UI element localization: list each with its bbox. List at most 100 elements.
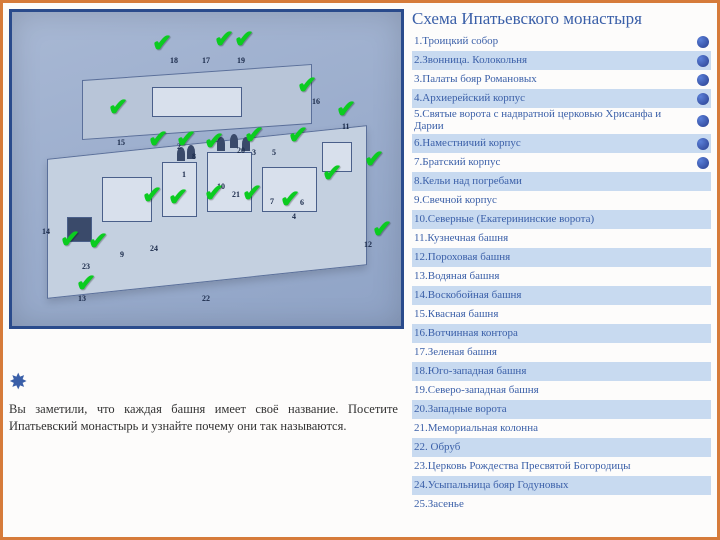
legend-label: 2.Звонница. Колокольня [414, 55, 697, 67]
legend-label: 24.Усыпальница бояр Годуновых [414, 480, 711, 492]
legend-label: 25.Засенье [414, 499, 711, 511]
map-number: 1 [182, 170, 186, 179]
checkmark-icon: ✔ [168, 186, 188, 210]
map-number: 5 [272, 148, 276, 157]
legend-row: 7.Братский корпус [412, 153, 711, 172]
legend-label: 20.Западные ворота [414, 404, 711, 416]
legend-label: 9.Свечной корпус [414, 195, 711, 207]
legend-row: 16.Вотчинная контора [412, 324, 711, 343]
legend-label: 13.Водяная башня [414, 271, 711, 283]
legend-label: 23.Церковь Рождества Пресвятой Богородиц… [414, 461, 711, 473]
checkmark-icon: ✔ [152, 32, 172, 56]
legend-label: 1.Троицкий собор [414, 36, 697, 48]
legend-row: 13.Водяная башня [412, 267, 711, 286]
legend-row: 11.Кузнечная башня [412, 229, 711, 248]
map-number: 17 [202, 56, 210, 65]
legend-row: 19.Северо-западная башня [412, 381, 711, 400]
legend-row: 22. Обруб [412, 438, 711, 457]
checkmark-icon: ✔ [176, 128, 196, 152]
legend-dot-icon [697, 138, 709, 150]
legend-label: 6.Наместничий корпус [414, 138, 697, 150]
legend-row: 24.Усыпальница бояр Годуновых [412, 476, 711, 495]
legend-label: 15.Квасная башня [414, 309, 711, 321]
legend-label: 14.Воскобойная башня [414, 290, 711, 302]
legend-label: 21.Мемориальная колонна [414, 423, 711, 435]
checkmark-icon: ✔ [88, 230, 108, 254]
legend-dot-icon [697, 93, 709, 105]
checkmark-icon: ✔ [76, 272, 96, 296]
checkmark-icon: ✔ [60, 228, 80, 252]
checkmark-icon: ✔ [364, 148, 384, 172]
checkmark-icon: ✔ [214, 28, 234, 52]
checkmark-icon: ✔ [142, 184, 162, 208]
legend-row: 5.Святые ворота с надвратной церковью Хр… [412, 108, 711, 134]
checkmark-icon: ✔ [242, 182, 262, 206]
map-building [152, 87, 242, 117]
legend-row: 21.Мемориальная колонна [412, 419, 711, 438]
legend-label: 22. Обруб [414, 442, 711, 454]
checkmark-icon: ✔ [372, 218, 392, 242]
map-number: 21 [232, 190, 240, 199]
legend-label: 17.Зеленая башня [414, 347, 711, 359]
checkmark-icon: ✔ [234, 28, 254, 52]
legend-row: 14.Воскобойная башня [412, 286, 711, 305]
legend-row: 3.Палаты бояр Романовых [412, 70, 711, 89]
legend-row: 1.Троицкий собор [412, 32, 711, 51]
map-number: 19 [237, 56, 245, 65]
bullet-star-icon: ✸ [9, 369, 404, 395]
legend-row: 9.Свечной корпус [412, 191, 711, 210]
legend-dot-icon [697, 157, 709, 169]
legend-list: 1.Троицкий собор 2.Звонница. Колокольня 3.… [412, 32, 711, 531]
left-column: 181719161528203511110217461492423132212✔… [9, 9, 404, 531]
map-number: 8 [192, 152, 196, 161]
checkmark-icon: ✔ [336, 98, 356, 122]
map-number: 15 [117, 138, 125, 147]
legend-label: 8.Кельи над погребами [414, 176, 711, 188]
map-number: 4 [292, 212, 296, 221]
legend-dot-icon [697, 55, 709, 67]
legend-label: 11.Кузнечная башня [414, 233, 711, 245]
checkmark-icon: ✔ [244, 124, 264, 148]
page-title: Схема Ипатьевского монастыря [412, 9, 711, 29]
legend-row: 17.Зеленая башня [412, 343, 711, 362]
legend-dot-icon [697, 36, 709, 48]
checkmark-icon: ✔ [204, 130, 224, 154]
map-number: 22 [202, 294, 210, 303]
legend-row: 15.Квасная башня [412, 305, 711, 324]
legend-row: 6.Наместничий корпус [412, 134, 711, 153]
map-number: 24 [150, 244, 158, 253]
checkmark-icon: ✔ [297, 74, 317, 98]
checkmark-icon: ✔ [322, 162, 342, 186]
map-number: 12 [364, 240, 372, 249]
legend-label: 16.Вотчинная контора [414, 328, 711, 340]
map-number: 9 [120, 250, 124, 259]
right-column: Схема Ипатьевского монастыря 1.Троицкий … [412, 9, 711, 531]
legend-row: 12.Пороховая башня [412, 248, 711, 267]
legend-label: 4.Архиерейский корпус [414, 93, 697, 105]
legend-label: 18.Юго-западная башня [414, 366, 711, 378]
legend-row: 2.Звонница. Колокольня [412, 51, 711, 70]
map-number: 11 [342, 122, 350, 131]
checkmark-icon: ✔ [108, 96, 128, 120]
legend-row: 18.Юго-западная башня [412, 362, 711, 381]
legend-dot-icon [697, 115, 709, 127]
legend-label: 7.Братский корпус [414, 157, 697, 169]
checkmark-icon: ✔ [204, 182, 224, 206]
legend-row: 20.Западные ворота [412, 400, 711, 419]
legend-label: 5.Святые ворота с надвратной церковью Хр… [414, 109, 697, 132]
checkmark-icon: ✔ [288, 124, 308, 148]
legend-label: 12.Пороховая башня [414, 252, 711, 264]
legend-label: 10.Северные (Екатерининские ворота) [414, 214, 711, 226]
map-number: 14 [42, 227, 50, 236]
caption-text: Вы заметили, что каждая башня имеет своё… [9, 401, 404, 435]
map-number: 6 [300, 198, 304, 207]
monastery-map: 181719161528203511110217461492423132212✔… [9, 9, 404, 329]
legend-dot-icon [697, 74, 709, 86]
legend-label: 3.Палаты бояр Романовых [414, 74, 697, 86]
legend-row: 10.Северные (Екатерининские ворота) [412, 210, 711, 229]
map-number: 3 [252, 148, 256, 157]
page-container: 181719161528203511110217461492423132212✔… [3, 3, 717, 537]
legend-row: 8.Кельи над погребами [412, 172, 711, 191]
legend-label: 19.Северо-западная башня [414, 385, 711, 397]
legend-row: 23.Церковь Рождества Пресвятой Богородиц… [412, 457, 711, 476]
